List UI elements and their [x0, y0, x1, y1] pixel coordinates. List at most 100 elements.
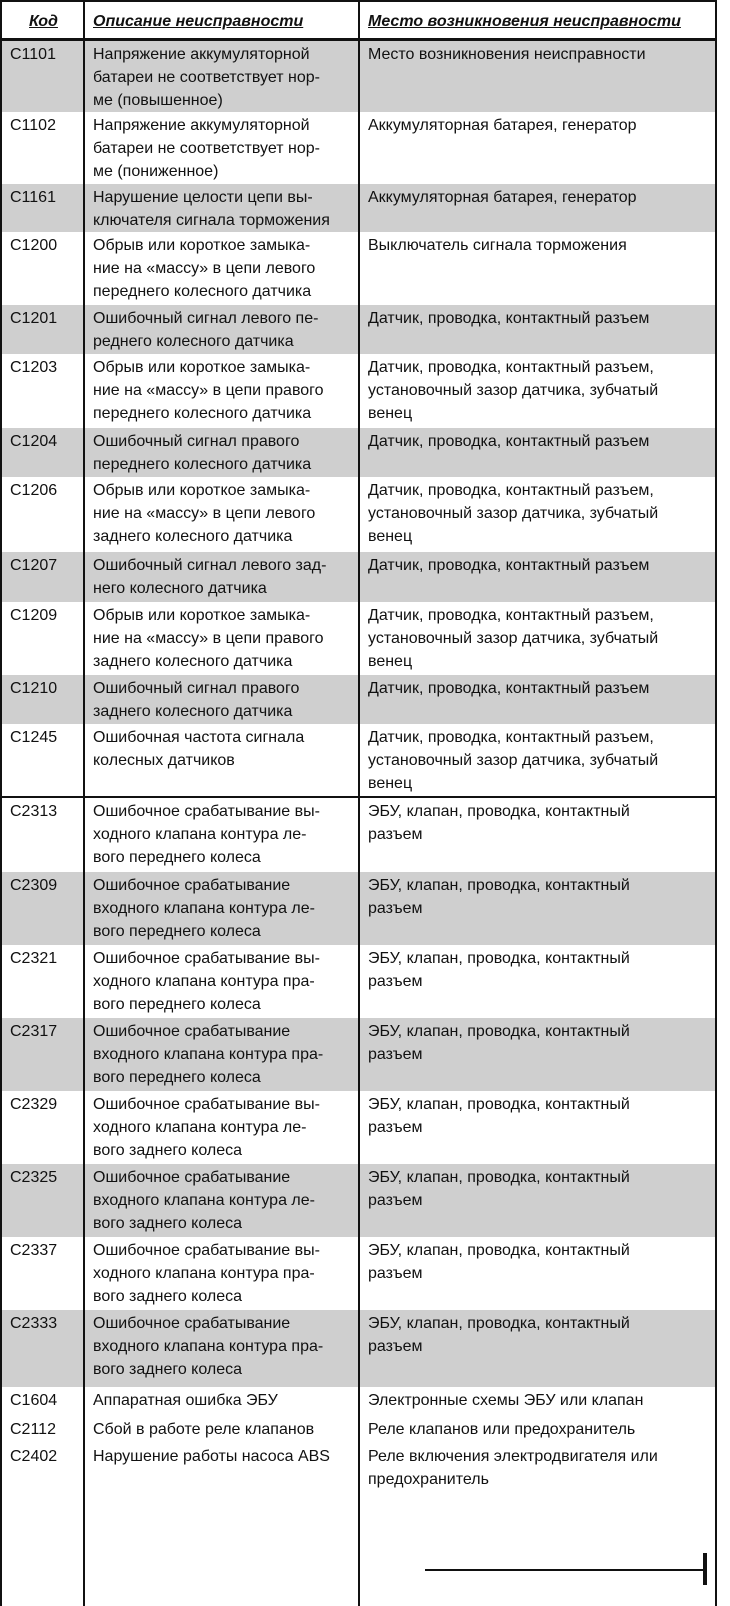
description-cell: Напряжение аккумуляторной батареи не соо… — [83, 111, 360, 184]
description-cell: Обрыв или короткое замыка- ние на «массу… — [83, 231, 360, 305]
description-cell: Ошибочное срабатывание вы- ходного клапа… — [83, 1236, 360, 1310]
description-cell: Сбой в работе реле клапанов — [83, 1415, 360, 1443]
rule-tick — [703, 1553, 707, 1585]
code-cell: C1245 — [0, 723, 85, 797]
description-cell: Обрыв или короткое замыка- ние на «массу… — [83, 353, 360, 428]
description-cell: Ошибочный сигнал левого пе- реднего коле… — [83, 304, 360, 354]
description-cell: Ошибочное срабатывание входного клапана … — [83, 1017, 360, 1091]
table-row: C2317 Ошибочное срабатывание входного кла… — [0, 1017, 717, 1091]
code-cell: C1101 — [0, 39, 85, 112]
header-cell: Код — [0, 1, 85, 41]
code-cell: C2325 — [0, 1163, 85, 1237]
table-row: C2112 Сбой в работе реле клапанов Реле кла… — [0, 1415, 717, 1443]
table-row: C2337 Ошибочное срабатывание вы- ходного … — [0, 1236, 717, 1310]
description-cell: Обрыв или короткое замыка- ние на «массу… — [83, 601, 360, 675]
header-row: Код Описание неисправности Место возникн… — [0, 1, 717, 41]
location-cell: Датчик, проводка, контактный разъем, уст… — [358, 723, 717, 797]
table-row: C2321 Ошибочное срабатывание вы- ходного … — [0, 944, 717, 1018]
code-cell: C2329 — [0, 1090, 85, 1164]
table-row: C1102 Напряжение аккумуляторной батареи н… — [0, 111, 717, 184]
code-cell: C2309 — [0, 871, 85, 945]
code-cell: C2337 — [0, 1236, 85, 1310]
location-cell: Реле клапанов или предохранитель — [358, 1415, 717, 1443]
location-cell: Аккумуляторная батарея, генератор — [358, 111, 717, 184]
table-row: C1101 Напряжение аккумуляторной батареи н… — [0, 39, 717, 112]
description-cell: Ошибочный сигнал правого заднего колесно… — [83, 674, 360, 724]
table-row: C1203 Обрыв или короткое замыка- ние на «… — [0, 353, 717, 428]
description-cell: Нарушение работы насоса ABS — [83, 1442, 360, 1606]
code-cell: C1209 — [0, 601, 85, 675]
location-cell: Датчик, проводка, контактный разъем, уст… — [358, 353, 717, 428]
header-cell: Место возникновения неисправности — [358, 1, 717, 41]
description-cell: Ошибочное срабатывание вы- ходного клапа… — [83, 1090, 360, 1164]
code-cell: C1102 — [0, 111, 85, 184]
code-cell: C1201 — [0, 304, 85, 354]
description-cell: Обрыв или короткое замыка- ние на «массу… — [83, 476, 360, 552]
location-cell: ЭБУ, клапан, проводка, контактный разъем — [358, 1309, 717, 1387]
code-cell: C1210 — [0, 674, 85, 724]
description-cell: Ошибочное срабатывание вы- ходного клапа… — [83, 795, 360, 872]
location-cell: Датчик, проводка, контактный разъем — [358, 674, 717, 724]
table-row: C1210 Ошибочный сигнал правого заднего ко… — [0, 674, 717, 724]
table-row: C1200 Обрыв или короткое замыка- ние на «… — [0, 231, 717, 305]
table-row: C2309 Ошибочное срабатывание входного кла… — [0, 871, 717, 945]
location-cell: Аккумуляторная батарея, генератор — [358, 183, 717, 232]
location-cell: Датчик, проводка, контактный разъем, уст… — [358, 476, 717, 552]
table-row: C2333 Ошибочное срабатывание входного кла… — [0, 1309, 717, 1387]
location-cell: Датчик, проводка, контактный разъем — [358, 304, 717, 354]
description-cell: Ошибочный сигнал левого зад- него колесн… — [83, 551, 360, 602]
code-cell: C1203 — [0, 353, 85, 428]
location-cell: ЭБУ, клапан, проводка, контактный разъем — [358, 1236, 717, 1310]
code-cell: C2333 — [0, 1309, 85, 1387]
location-cell: ЭБУ, клапан, проводка, контактный разъем — [358, 871, 717, 945]
table-row: C1245 Ошибочная частота сигнала колесных … — [0, 723, 717, 797]
code-cell: C1161 — [0, 183, 85, 232]
location-cell: Датчик, проводка, контактный разъем — [358, 427, 717, 477]
location-cell: Электронные схемы ЭБУ или клапан — [358, 1386, 717, 1416]
location-cell: Выключатель сигнала торможения — [358, 231, 717, 305]
table-row: C1161 Нарушение целости цепи вы- ключател… — [0, 183, 717, 232]
table-row: C2329 Ошибочное срабатывание вы- ходного … — [0, 1090, 717, 1164]
location-cell: Место возникновения неисправности — [358, 39, 717, 112]
description-cell: Ошибочное срабатывание вы- ходного клапа… — [83, 944, 360, 1018]
description-cell: Напряжение аккумуляторной батареи не соо… — [83, 39, 360, 112]
table-row: C2313 Ошибочное срабатывание вы- ходного … — [0, 795, 717, 872]
table-row: C1207 Ошибочный сигнал левого зад- него к… — [0, 551, 717, 602]
table-row: C1209 Обрыв или короткое замыка- ние на «… — [0, 601, 717, 675]
code-cell: C2313 — [0, 795, 85, 872]
code-cell: C2317 — [0, 1017, 85, 1091]
location-cell: ЭБУ, клапан, проводка, контактный разъем — [358, 795, 717, 872]
location-cell: Реле включения электродвигателя или пред… — [358, 1442, 717, 1606]
table-row: C1206 Обрыв или короткое замыка- ние на «… — [0, 476, 717, 552]
location-cell: ЭБУ, клапан, проводка, контактный разъем — [358, 1017, 717, 1091]
description-cell: Ошибочное срабатывание входного клапана … — [83, 1163, 360, 1237]
description-cell: Ошибочное срабатывание входного клапана … — [83, 1309, 360, 1387]
code-cell: C2112 — [0, 1415, 85, 1443]
code-cell: C2402 — [0, 1442, 85, 1606]
location-cell: Датчик, проводка, контактный разъем — [358, 551, 717, 602]
code-cell: C1207 — [0, 551, 85, 602]
table-row: C2402 Нарушение работы насоса ABS Реле вкл… — [0, 1442, 717, 1606]
rule-line — [425, 1569, 705, 1571]
code-cell: C2321 — [0, 944, 85, 1018]
code-cell: C1200 — [0, 231, 85, 305]
location-cell: ЭБУ, клапан, проводка, контактный разъем — [358, 1090, 717, 1164]
location-cell: ЭБУ, клапан, проводка, контактный разъем — [358, 944, 717, 1018]
description-cell: Аппаратная ошибка ЭБУ — [83, 1386, 360, 1416]
table-row: C1204 Ошибочный сигнал правого переднего … — [0, 427, 717, 477]
header-cell: Описание неисправности — [83, 1, 360, 41]
location-cell: Датчик, проводка, контактный разъем, уст… — [358, 601, 717, 675]
description-cell: Ошибочная частота сигнала колесных датчи… — [83, 723, 360, 797]
code-cell: C1206 — [0, 476, 85, 552]
table-row: C1201 Ошибочный сигнал левого пе- реднего… — [0, 304, 717, 354]
code-cell: C1204 — [0, 427, 85, 477]
table-row: C2325 Ошибочное срабатывание входного кла… — [0, 1163, 717, 1237]
location-cell: ЭБУ, клапан, проводка, контактный разъем — [358, 1163, 717, 1237]
description-cell: Ошибочный сигнал правого переднего колес… — [83, 427, 360, 477]
description-cell: Ошибочное срабатывание входного клапана … — [83, 871, 360, 945]
description-cell: Нарушение целости цепи вы- ключателя сиг… — [83, 183, 360, 232]
table-row: C1604 Аппаратная ошибка ЭБУ Электронные сх… — [0, 1386, 717, 1416]
code-cell: C1604 — [0, 1386, 85, 1416]
